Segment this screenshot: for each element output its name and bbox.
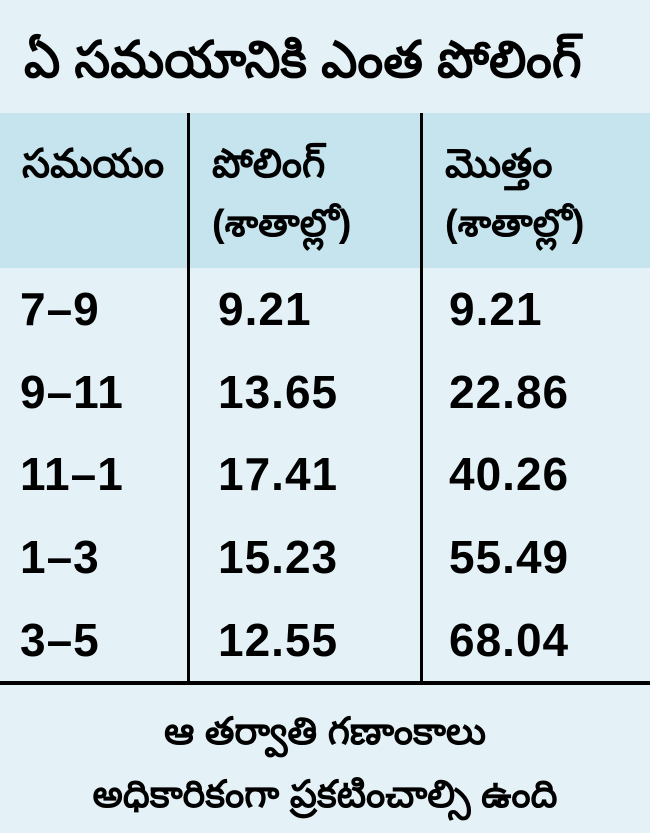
title-block: ఏ సమయానికి ఎంత పోలింగ్ bbox=[0, 0, 650, 113]
footer-note-line1: ఆ తర్వాతి గణాంకాలు bbox=[163, 710, 487, 753]
polling-table: సమయం పోలింగ్ (శాతాల్లో) మొత్తం (శాతాల్లో… bbox=[0, 113, 650, 685]
time-cell: 11–1 bbox=[20, 448, 124, 501]
header-total-label: మొత్తం bbox=[445, 142, 553, 186]
footer-note: ఆ తర్వాతి గణాంకాలు అధికారికంగా ప్రకటించా… bbox=[0, 685, 650, 826]
header-cell-time: సమయం bbox=[0, 113, 187, 268]
header-cell-polling: పోలింగ్ (శాతాల్లో) bbox=[187, 113, 420, 268]
time-cell: 3–5 bbox=[20, 613, 100, 666]
time-cell: 7–9 bbox=[20, 283, 100, 336]
total-cell: 22.86 bbox=[420, 350, 650, 434]
table-row: 1–3 15.23 55.49 bbox=[0, 515, 650, 599]
polling-cell: 13.65 bbox=[187, 350, 420, 434]
total-cell: 68.04 bbox=[420, 598, 650, 681]
polling-cell: 9.21 bbox=[187, 268, 420, 351]
table-row: 7–9 9.21 9.21 bbox=[0, 268, 650, 351]
time-cell: 9–11 bbox=[20, 365, 124, 418]
table-row: 9–11 13.65 22.86 bbox=[0, 350, 650, 434]
table-row: 11–1 17.41 40.26 bbox=[0, 433, 650, 516]
polling-cell: 17.41 bbox=[187, 433, 420, 516]
total-cell: 55.49 bbox=[420, 515, 650, 599]
total-cell: 9.21 bbox=[420, 268, 650, 351]
table-row: 3–5 12.55 68.04 bbox=[0, 598, 650, 681]
header-polling-sublabel: (శాతాల్లో) bbox=[212, 203, 352, 245]
table-header-row: సమయం పోలింగ్ (శాతాల్లో) మొత్తం (శాతాల్లో… bbox=[0, 113, 650, 268]
footer-note-line2: అధికారికంగా ప్రకటించాల్సి ఉంది bbox=[92, 773, 558, 816]
page-title: ఏ సమయానికి ఎంత పోలింగ్ bbox=[24, 30, 582, 88]
header-time-label: సమయం bbox=[22, 142, 165, 186]
header-polling-label: పోలింగ్ bbox=[212, 142, 326, 186]
polling-cell: 15.23 bbox=[187, 515, 420, 599]
header-total-sublabel: (శాతాల్లో) bbox=[445, 203, 585, 245]
header-cell-total: మొత్తం (శాతాల్లో) bbox=[420, 113, 650, 268]
total-cell: 40.26 bbox=[420, 433, 650, 516]
polling-cell: 12.55 bbox=[187, 598, 420, 681]
time-cell: 1–3 bbox=[20, 531, 100, 584]
